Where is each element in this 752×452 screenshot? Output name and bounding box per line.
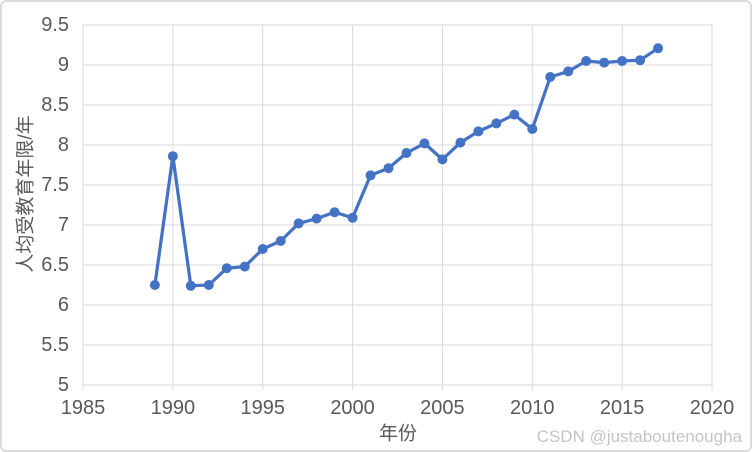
data-point-marker — [221, 263, 232, 274]
data-point-marker — [455, 137, 466, 148]
y-axis-tick-label: 7.5 — [41, 174, 69, 196]
data-point-marker — [437, 154, 448, 165]
data-point-marker — [527, 124, 538, 134]
data-point-marker — [239, 261, 250, 272]
y-axis-tick-label: 5 — [58, 374, 69, 396]
data-point-marker — [473, 126, 484, 137]
data-point-marker — [167, 151, 178, 162]
data-point-marker — [149, 280, 160, 290]
data-point-marker — [545, 72, 556, 82]
data-point-marker — [203, 280, 214, 290]
x-axis-tick-label: 2010 — [510, 397, 555, 419]
data-point-marker — [185, 280, 196, 291]
data-point-marker — [383, 163, 394, 174]
x-axis-tick-label: 1995 — [240, 397, 285, 419]
data-point-marker — [275, 236, 286, 246]
data-point-marker — [581, 56, 592, 66]
y-axis-tick-label: 5.5 — [41, 334, 69, 356]
data-point-marker — [653, 43, 664, 54]
y-axis-tick-label: 9 — [58, 54, 69, 76]
y-axis-tick-label: 9.5 — [41, 14, 69, 36]
data-point-marker — [365, 170, 376, 181]
y-axis-tick-label: 6.5 — [41, 254, 69, 276]
x-axis-tick-label: 2005 — [420, 397, 465, 419]
y-axis-tick-label: 8.5 — [41, 94, 69, 116]
x-axis-tick-label: 2020 — [690, 397, 735, 419]
x-axis-title: 年份 — [378, 423, 418, 445]
x-axis-tick-label: 2000 — [330, 397, 375, 419]
y-axis-tick-label: 8 — [58, 134, 69, 156]
data-point-marker — [293, 218, 304, 229]
watermark-text: CSDN @justaboutenougha — [536, 427, 742, 446]
x-axis-tick-label: 2015 — [600, 397, 645, 419]
data-point-marker — [329, 207, 340, 218]
y-axis-title: 人均受教育年限/年 — [15, 115, 37, 273]
y-axis-tick-label: 6 — [58, 294, 69, 316]
data-point-marker — [599, 57, 610, 68]
data-point-marker — [617, 56, 628, 66]
x-axis-tick-label: 1990 — [151, 397, 196, 419]
y-axis-tick-label: 7 — [58, 214, 69, 236]
series-line — [153, 46, 660, 288]
data-point-marker — [635, 55, 646, 66]
data-point-marker — [491, 118, 502, 129]
data-point-marker — [311, 213, 322, 224]
data-point-marker — [419, 138, 430, 149]
data-point-marker — [563, 66, 574, 77]
data-point-marker — [509, 109, 520, 120]
data-point-marker — [401, 148, 412, 158]
data-point-marker — [347, 212, 358, 223]
x-axis-tick-label: 1985 — [61, 397, 106, 419]
data-point-marker — [257, 244, 268, 254]
